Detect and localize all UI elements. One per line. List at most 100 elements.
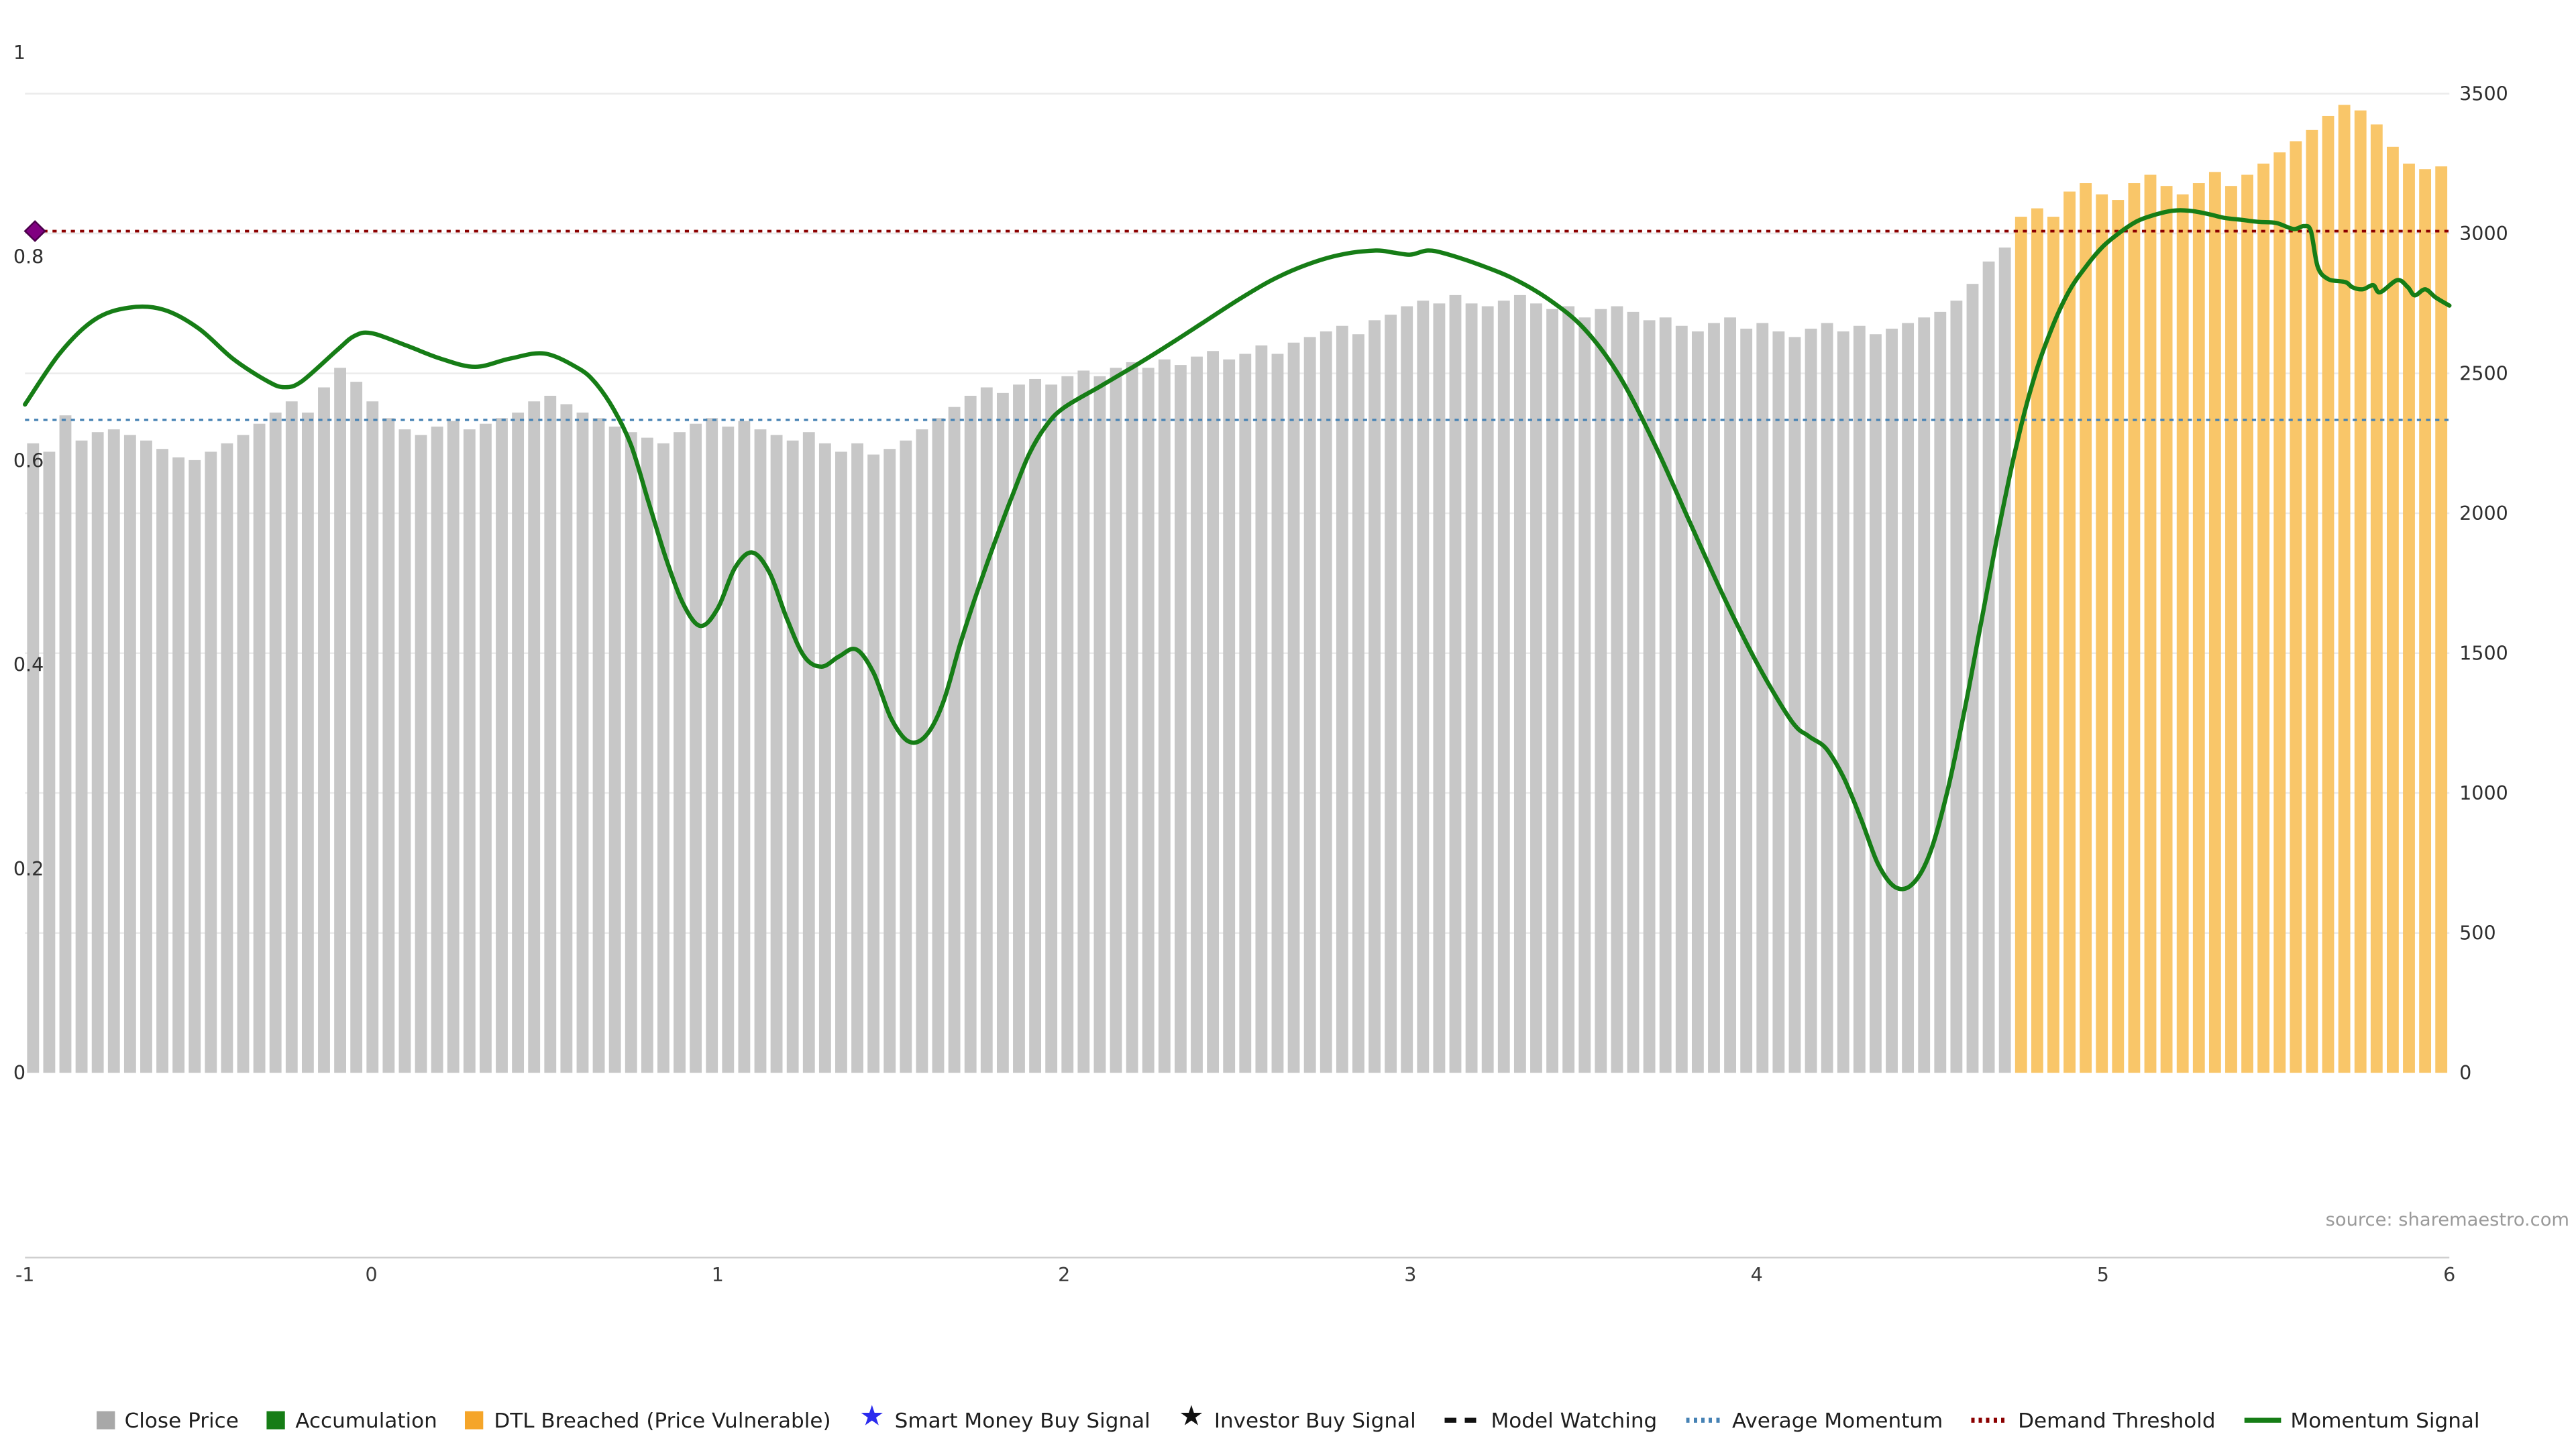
close-price-bar (1465, 303, 1478, 1073)
legend-item-investor-buy-signal[interactable]: ★ Investor Buy Signal (1179, 1403, 1416, 1433)
right-axis-tick-label: 2500 (2459, 363, 2508, 385)
close-price-bar (1093, 376, 1106, 1073)
close-price-bar (1029, 378, 1041, 1073)
close-price-bar (1497, 301, 1510, 1073)
left-axis-tick-label: 0 (13, 1062, 25, 1084)
legend-item-label: Accumulation (295, 1407, 437, 1433)
dtl-breached-bar (2403, 163, 2415, 1073)
dtl-breached-bar (2290, 141, 2302, 1073)
close-price-bar (237, 435, 250, 1073)
dtl-breached-bar (2160, 186, 2173, 1073)
close-price-bar (1691, 331, 1704, 1073)
close-price-bar (496, 418, 508, 1073)
close-price-bar (1513, 294, 1526, 1073)
x-axis-tick-label: 6 (2443, 1264, 2455, 1286)
dtl-breached-bar (2176, 194, 2189, 1073)
close-price-bar (479, 423, 492, 1073)
dtl-breached-bar (2112, 200, 2125, 1073)
legend-item-demand-threshold[interactable]: Demand Threshold (1971, 1408, 2216, 1433)
legend-item-label: Smart Money Buy Signal (894, 1407, 1150, 1433)
legend-item-momentum-signal[interactable]: Momentum Signal (2243, 1407, 2480, 1433)
close-price-bar (350, 382, 363, 1073)
close-price-bar (59, 415, 72, 1073)
close-price-bar (1821, 323, 1833, 1073)
close-price-bar (1126, 362, 1138, 1073)
close-price-bar (1562, 306, 1575, 1073)
close-price-bar (1870, 334, 1882, 1073)
close-price-bar (544, 395, 557, 1073)
dtl-breached-bar (2306, 129, 2318, 1073)
source-credit: source: sharemaestro.com (2325, 1209, 2570, 1231)
right-axis-tick-label: 1000 (2459, 782, 2508, 804)
close-price-bar (1934, 311, 1947, 1073)
close-price-bar (1708, 323, 1720, 1073)
close-price-bar (1481, 306, 1494, 1073)
close-price-bar (205, 451, 217, 1073)
legend-item-average-momentum[interactable]: Average Momentum (1685, 1408, 1943, 1433)
legend-item-smart-money-buy-signal[interactable]: ★ Smart Money Buy Signal (859, 1400, 1150, 1434)
close-price-bar (754, 429, 767, 1073)
close-price-bar (1287, 342, 1300, 1073)
close-price-bar (1061, 376, 1074, 1073)
legend-item-dtl-breached[interactable]: DTL Breached (Price Vulnerable) (466, 1408, 831, 1433)
right-axis-tick-label: 3500 (2459, 83, 2508, 105)
dtl-breached-bar (2435, 166, 2448, 1073)
close-price-bar (1918, 317, 1931, 1073)
dtl-breached-bar (2208, 172, 2221, 1073)
close-price-bar (674, 432, 686, 1073)
close-price-bar (1142, 368, 1155, 1073)
close-price-bar (1643, 320, 1656, 1073)
dtl-breached-bar (2273, 152, 2286, 1073)
legend-item-label: Investor Buy Signal (1214, 1407, 1416, 1433)
close-price-bar (1045, 384, 1058, 1073)
close-price-bar (1982, 261, 1995, 1073)
demand-threshold-dotted-line-icon (1971, 1418, 2008, 1423)
close-price-bar (27, 443, 40, 1073)
close-price-bar (301, 413, 314, 1073)
dtl-breached-bar (2386, 146, 2399, 1073)
dtl-breached-bar (2241, 174, 2253, 1073)
close-price-bar (641, 437, 653, 1073)
close-price-bar (398, 429, 411, 1073)
close-price-bar (1368, 320, 1381, 1073)
close-price-bar (1385, 315, 1397, 1073)
legend-item-model-watching[interactable]: Model Watching (1444, 1408, 1657, 1433)
dtl-breached-bar (2419, 169, 2432, 1073)
left-axis-tick-label: 1 (13, 42, 25, 64)
close-price-bar (835, 451, 847, 1073)
right-axis-tick-label: 1500 (2459, 643, 2508, 665)
close-price-bar (1611, 306, 1623, 1073)
accumulation-swatch-icon (267, 1411, 286, 1430)
close-price-bar (948, 407, 961, 1073)
x-axis-tick-label: 0 (366, 1264, 378, 1286)
close-price-bar (1724, 317, 1737, 1073)
dtl-breached-bar (2015, 217, 2027, 1073)
close-price-bar (1175, 365, 1187, 1073)
close-price-bar (1223, 359, 1236, 1073)
close-price-bar (1853, 325, 1866, 1073)
dtl-breached-bar (2257, 163, 2270, 1073)
smart-money-buy-signal-star-icon: ★ (859, 1400, 885, 1434)
close-price-bar (528, 401, 541, 1073)
close-price-bar (1886, 328, 1898, 1073)
close-price-bar (1675, 325, 1688, 1073)
legend-item-label: DTL Breached (Price Vulnerable) (494, 1407, 831, 1433)
close-price-bar (1303, 337, 1316, 1073)
close-price-bar (706, 418, 718, 1073)
right-axis-tick-label: 3000 (2459, 223, 2508, 245)
model-watching-dashed-line-icon (1444, 1418, 1481, 1423)
dtl-breached-bar (2192, 183, 2205, 1073)
dtl-breached-bar (2144, 174, 2157, 1073)
x-axis-tick-label: 2 (1058, 1264, 1070, 1286)
close-price-bar (1998, 247, 2011, 1073)
close-price-bar (900, 440, 912, 1073)
legend-item-accumulation[interactable]: Accumulation (267, 1408, 437, 1433)
close-price-bar (1546, 309, 1558, 1073)
close-price-bar (883, 449, 896, 1073)
close-price-bar (463, 429, 476, 1073)
close-price-bar (431, 426, 443, 1073)
close-price-bar (770, 435, 783, 1073)
legend-item-label: Momentum Signal (2290, 1407, 2480, 1433)
legend-item-close-price[interactable]: Close Price (96, 1408, 239, 1433)
close-price-bar (221, 443, 233, 1073)
